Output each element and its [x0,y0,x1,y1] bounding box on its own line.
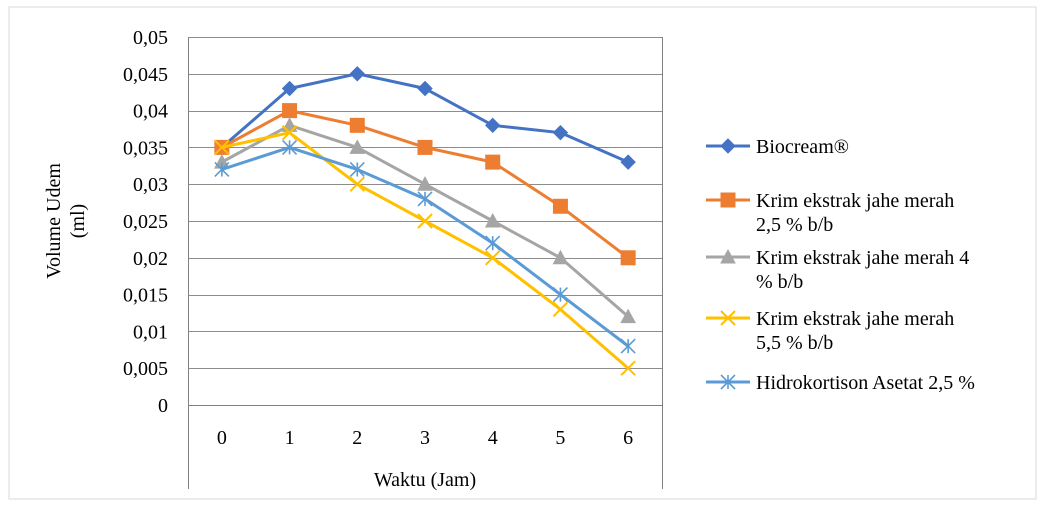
y-tick-label: 0,035 [123,137,168,159]
x-tick-label: 2 [352,427,362,449]
data-point [417,191,433,207]
y-tick-label: 0,015 [123,285,168,307]
legend-label: Biocream® [756,136,849,158]
data-point [349,161,365,178]
y-tick-label: 0,03 [133,174,168,196]
legend-marker [720,192,736,208]
data-point [281,124,298,141]
series-2 [214,117,636,324]
data-point [552,124,569,141]
y-tick-label: 0,045 [123,64,168,86]
data-point [484,212,501,228]
data-point [349,176,365,192]
series-1 [214,103,636,266]
legend-item: Biocream® [706,136,849,158]
x-tick-label: 3 [420,427,430,449]
data-point [485,117,501,134]
data-point [620,360,636,376]
data-point [485,154,501,170]
y-tick-label: 0 [158,395,168,417]
data-point [417,213,433,229]
data-point [417,80,433,97]
data-point [620,250,636,266]
x-tick-label: 5 [555,427,565,449]
legend-marker [720,248,736,264]
data-point [620,308,636,324]
x-tick-label: 1 [285,427,295,449]
legend-item: Hidrokortison Asetat 2,5 % [706,372,975,394]
legend-label: Hidrokortison Asetat 2,5 % [756,372,975,394]
data-point [281,80,298,97]
data-point [417,139,433,155]
y-tick-label: 0,005 [123,358,168,380]
data-point [485,235,501,251]
data-point [282,103,298,119]
legend-item: Krim ekstrak jahe merah 4% b/b [706,247,969,293]
y-tick-label: 0,01 [133,321,168,343]
series-3 [214,124,636,376]
legend-label: % b/b [756,271,803,293]
y-axis-title-line: Volume Udem [43,163,65,279]
legend-marker [720,138,736,154]
data-point [552,249,569,265]
data-point [485,250,501,266]
legend-label: Krim ekstrak jahe merah [756,190,954,212]
legend-label: 2,5 % b/b [756,214,833,236]
data-point [349,117,365,133]
x-tick-label: 0 [217,427,227,449]
data-point [349,66,365,82]
legend-label: Krim ekstrak jahe merah [756,308,954,330]
y-tick-label: 0,02 [133,248,168,270]
legend-label: Krim ekstrak jahe merah 4 [756,247,969,269]
data-point [349,139,366,154]
legend-label: 5,5 % b/b [756,332,833,354]
data-point [620,338,636,354]
data-point [552,287,568,303]
x-tick-label: 4 [488,427,498,449]
x-axis-title: Waktu (Jam) [374,469,476,491]
data-point [282,139,298,155]
chart-frame [8,6,1037,500]
y-axis-title: Volume Udem (ml) [43,163,89,279]
series-0 [214,66,636,170]
series-4 [214,139,636,354]
legend-marker [720,374,736,390]
data-point [620,154,636,170]
data-point [552,198,568,214]
data-point [417,176,433,191]
data-point [214,139,230,156]
y-tick-label: 0,04 [133,101,168,123]
x-tick-label: 6 [623,427,633,449]
data-point [214,161,230,178]
data-point [552,301,569,318]
y-axis-title-line: (ml) [67,204,89,238]
legend-marker [720,310,736,326]
y-tick-label: 0,025 [123,211,168,233]
y-tick-label: 0,05 [133,27,168,49]
